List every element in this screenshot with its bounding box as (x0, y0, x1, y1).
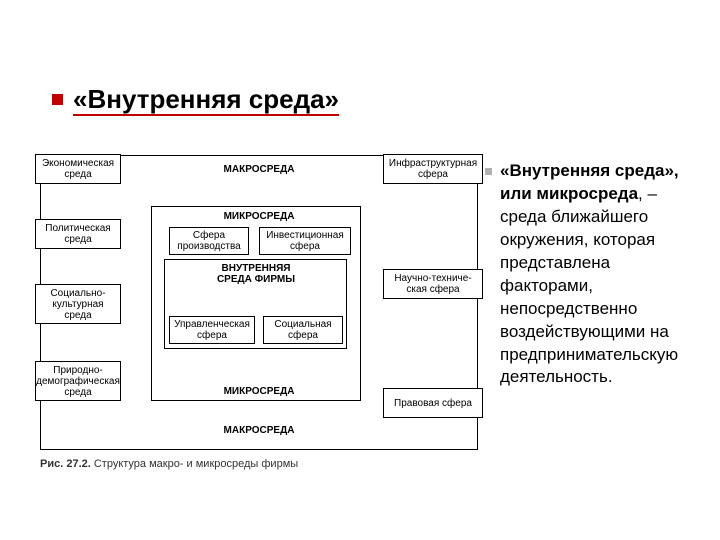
environment-diagram: МАКРОСРЕДА МИКРОСРЕДА ВНУТРЕННЯЯ СРЕДА Ф… (40, 155, 478, 450)
side-text-body: «Внутренняя среда», или микросреда, – ср… (500, 160, 680, 389)
box-left-3: Природно-демографическая среда (35, 361, 121, 401)
page-title: «Внутренняя среда» (73, 84, 339, 115)
box-micro-top-0: Сфера производства (169, 227, 249, 255)
box-micro-bot-0: Управленческая сфера (169, 316, 255, 344)
figure-caption: Рис. 27.2. Структура макро- и микросреды… (40, 458, 298, 470)
box-micro-top-1: Инвестиционная сфера (259, 227, 351, 255)
label-macro-bottom: МАКРОСРЕДА (220, 425, 299, 436)
label-macro-top: МАКРОСРЕДА (220, 164, 299, 175)
box-left-2: Социально-культурная среда (35, 284, 121, 324)
box-left-1: Политическая среда (35, 219, 121, 249)
box-right-1: Научно-техниче­ская сфера (383, 269, 483, 299)
box-right-0: Инфраструктурная сфера (383, 154, 483, 184)
box-right-2: Правовая сфера (383, 388, 483, 418)
box-micro-bot-1: Социальная сфера (263, 316, 343, 344)
side-bullet-icon (485, 168, 492, 175)
label-inner: ВНУТРЕННЯЯ СРЕДА ФИРМЫ (201, 263, 311, 285)
caption-body: Структура макро- и микросреды фирмы (94, 458, 298, 470)
side-rest: , – среда ближайшего окружения, которая … (500, 184, 678, 387)
page-title-wrap: «Внутренняя среда» (52, 84, 339, 115)
side-definition: «Внутренняя среда», или микросреда, – ср… (485, 160, 680, 389)
caption-head: Рис. 27.2. (40, 458, 91, 470)
label-micro-top: МИКРОСРЕДА (220, 211, 299, 222)
label-micro-bottom: МИКРОСРЕДА (220, 386, 299, 397)
box-left-0: Экономическая среда (35, 154, 121, 184)
title-bullet (52, 94, 63, 105)
